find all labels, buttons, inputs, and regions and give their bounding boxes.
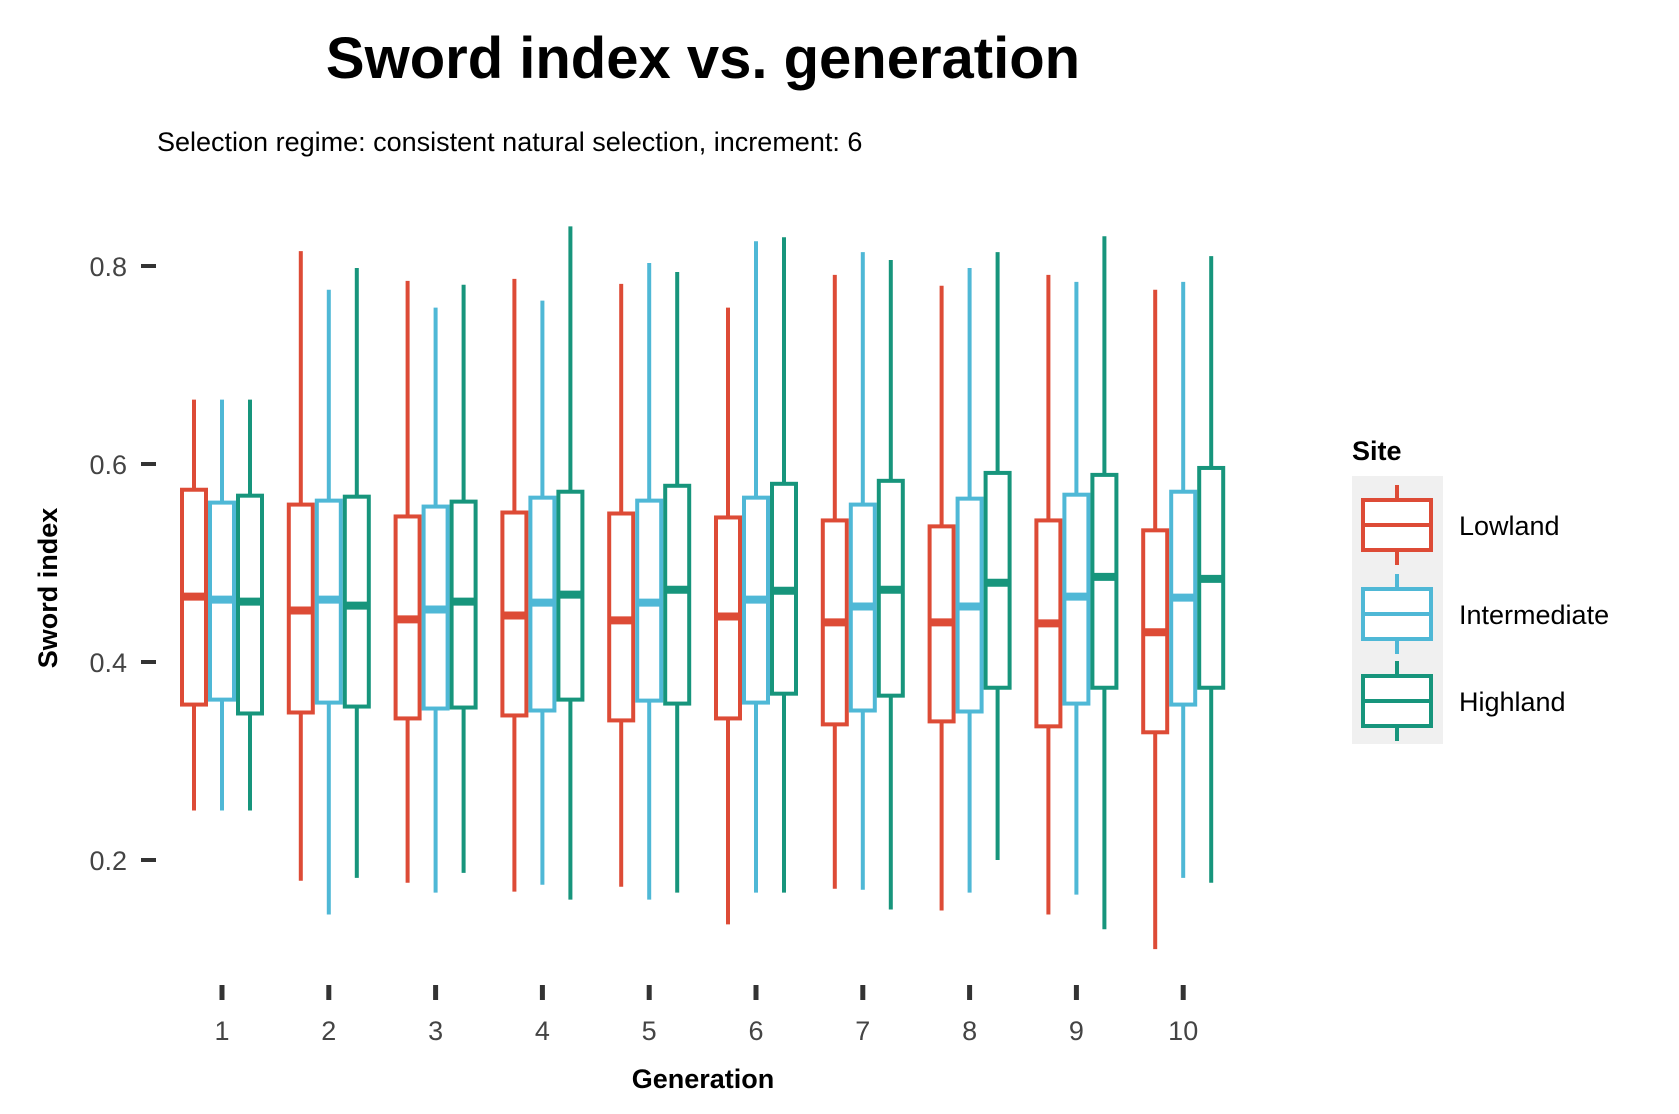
y-axis-label: Sword index <box>33 508 63 669</box>
box <box>742 241 770 893</box>
box <box>1197 256 1226 883</box>
box <box>342 267 371 878</box>
box <box>1034 274 1063 915</box>
y-tick-label: 0.2 <box>89 846 127 876</box>
legend-key <box>1361 661 1433 741</box>
y-tick-label: 0.8 <box>89 252 127 282</box>
legend-item-lowland: Lowland <box>1361 485 1560 565</box>
x-tick-label: 6 <box>748 1016 763 1046</box>
box <box>393 280 422 883</box>
x-tick-label: 3 <box>428 1016 443 1046</box>
series-highland <box>236 226 1226 930</box>
x-tick-label: 5 <box>642 1016 657 1046</box>
series-lowland <box>180 251 1170 950</box>
x-tick-label: 10 <box>1168 1016 1198 1046</box>
box <box>1062 281 1091 895</box>
box <box>421 307 450 893</box>
legend-label: Highland <box>1459 687 1566 717</box>
x-tick-label: 7 <box>855 1016 870 1046</box>
x-tick-label: 2 <box>321 1016 336 1046</box>
box <box>1090 236 1119 930</box>
box <box>286 251 315 881</box>
legend-label: Lowland <box>1459 511 1560 541</box>
legend-label: Intermediate <box>1459 600 1609 630</box>
legend-key <box>1361 574 1433 654</box>
box <box>983 252 1012 860</box>
chart-title: Sword index vs. generation <box>326 26 1080 91</box>
plot-area <box>180 226 1226 950</box>
box <box>955 267 984 893</box>
box <box>635 263 664 900</box>
box <box>663 271 692 893</box>
x-tick-label: 9 <box>1069 1016 1084 1046</box>
box <box>1169 281 1198 878</box>
box <box>556 226 585 900</box>
box-body <box>1090 472 1119 690</box>
box <box>770 237 798 893</box>
legend-key <box>1361 485 1433 565</box>
box <box>180 399 208 811</box>
box <box>607 283 636 887</box>
legend-title: Site <box>1352 436 1402 466</box>
legend-item-intermediate: Intermediate <box>1361 574 1609 654</box>
box <box>714 307 742 925</box>
box <box>449 284 478 873</box>
box <box>314 289 343 915</box>
box <box>528 300 557 885</box>
x-tick-label: 8 <box>962 1016 977 1046</box>
chart-subtitle: Selection regime: consistent natural sel… <box>157 127 862 157</box>
box <box>1141 289 1170 950</box>
box <box>848 252 877 890</box>
box-body <box>663 483 692 706</box>
x-axis-label: Generation <box>632 1064 775 1094</box>
box <box>876 260 905 910</box>
legend-item-highland: Highland <box>1361 661 1566 741</box>
y-axis: 0.2 0.4 0.6 0.8 <box>89 252 156 876</box>
x-tick-label: 4 <box>535 1016 550 1046</box>
y-tick-label: 0.6 <box>89 450 127 480</box>
box <box>500 278 529 892</box>
box <box>236 399 264 811</box>
box <box>208 399 236 811</box>
y-tick-label: 0.4 <box>89 648 127 678</box>
series-intermediate <box>208 241 1198 915</box>
box <box>820 274 849 889</box>
box <box>927 285 956 911</box>
x-tick-label: 1 <box>214 1016 229 1046</box>
x-axis: 1 2 3 4 5 6 7 8 9 10 <box>214 985 1198 1046</box>
legend: Site Lowland Intermediate Highland <box>1352 436 1609 744</box>
